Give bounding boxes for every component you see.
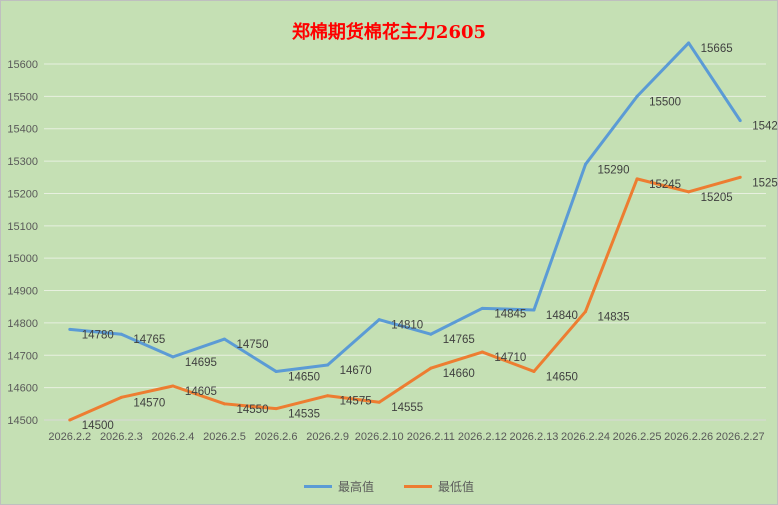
legend-swatch bbox=[404, 485, 432, 488]
x-tick-label: 2026.2.27 bbox=[716, 431, 765, 443]
data-point bbox=[119, 395, 123, 399]
data-point bbox=[480, 350, 484, 354]
y-tick-label: 15400 bbox=[7, 124, 38, 136]
data-point bbox=[687, 190, 691, 194]
data-label: 15250 bbox=[752, 177, 778, 189]
data-point bbox=[687, 41, 691, 45]
y-tick-label: 15600 bbox=[7, 59, 38, 71]
legend-label: 最高值 bbox=[337, 480, 374, 494]
data-point bbox=[326, 363, 330, 367]
data-label: 14780 bbox=[82, 329, 114, 341]
data-label: 15500 bbox=[649, 96, 681, 108]
data-point bbox=[171, 355, 175, 359]
data-label: 14840 bbox=[546, 310, 578, 322]
data-point bbox=[738, 175, 742, 179]
data-label: 14845 bbox=[494, 308, 526, 320]
x-tick-label: 2026.2.3 bbox=[100, 431, 143, 443]
data-label: 14835 bbox=[598, 312, 630, 324]
data-point bbox=[635, 177, 639, 181]
data-label: 14765 bbox=[133, 334, 165, 346]
legend-item: 最高值 bbox=[303, 478, 374, 495]
data-point bbox=[480, 306, 484, 310]
x-tick-label: 2026.2.4 bbox=[152, 431, 195, 443]
y-tick-label: 15200 bbox=[7, 188, 38, 200]
data-label: 14535 bbox=[288, 409, 320, 421]
x-tick-label: 2026.2.6 bbox=[255, 431, 298, 443]
y-tick-label: 14700 bbox=[7, 350, 38, 362]
data-label: 14570 bbox=[133, 397, 165, 409]
data-point bbox=[119, 332, 123, 336]
y-tick-label: 14900 bbox=[7, 286, 38, 298]
y-tick-label: 14500 bbox=[7, 415, 38, 427]
data-label: 14810 bbox=[391, 320, 423, 332]
data-label: 15290 bbox=[598, 164, 630, 176]
data-point bbox=[584, 162, 587, 166]
y-tick-label: 15500 bbox=[7, 91, 38, 103]
x-tick-label: 2026.2.26 bbox=[664, 431, 713, 443]
data-label: 14670 bbox=[340, 365, 372, 377]
data-point bbox=[377, 400, 381, 404]
data-label: 14575 bbox=[340, 396, 372, 408]
data-point bbox=[532, 308, 536, 312]
data-label: 14555 bbox=[391, 402, 423, 414]
y-tick-label: 15300 bbox=[7, 156, 38, 168]
data-label: 15245 bbox=[649, 179, 681, 191]
data-point bbox=[738, 119, 742, 123]
data-label: 14550 bbox=[237, 404, 269, 416]
data-label: 14710 bbox=[494, 352, 526, 364]
data-label: 14605 bbox=[185, 386, 217, 398]
data-point bbox=[68, 418, 72, 422]
legend-swatch bbox=[303, 485, 332, 488]
y-tick-label: 14600 bbox=[7, 383, 38, 395]
x-tick-label: 2026.2.9 bbox=[306, 431, 349, 443]
x-tick-label: 2026.2.13 bbox=[509, 431, 558, 443]
data-point bbox=[584, 310, 587, 314]
legend-item: 最低值 bbox=[404, 478, 474, 495]
data-label: 14500 bbox=[82, 420, 114, 432]
data-point bbox=[223, 402, 226, 406]
x-tick-label: 2026.2.25 bbox=[613, 431, 662, 443]
data-point bbox=[429, 332, 433, 336]
data-label: 14650 bbox=[288, 371, 320, 383]
data-label: 14750 bbox=[237, 339, 269, 351]
data-point bbox=[274, 407, 278, 411]
x-tick-label: 2026.2.10 bbox=[355, 431, 404, 443]
series-line-low bbox=[69, 175, 741, 422]
x-tick-label: 2026.2.5 bbox=[203, 431, 246, 443]
data-label: 15665 bbox=[701, 43, 733, 55]
chart-title: 郑棉期货棉花主力2605 bbox=[291, 22, 487, 43]
data-label: 15425 bbox=[752, 121, 778, 133]
data-point bbox=[429, 366, 433, 370]
x-tick-label: 2026.2.24 bbox=[561, 431, 610, 443]
x-tick-label: 2026.2.12 bbox=[458, 431, 507, 443]
data-point bbox=[171, 384, 175, 388]
y-tick-label: 15000 bbox=[7, 253, 38, 265]
data-label: 14765 bbox=[443, 334, 475, 346]
y-tick-label: 14800 bbox=[7, 318, 38, 330]
data-point bbox=[532, 369, 536, 373]
data-label: 15205 bbox=[701, 192, 733, 204]
data-point bbox=[377, 318, 381, 322]
x-tick-label: 2026.2.2 bbox=[48, 431, 91, 443]
y-tick-label: 15100 bbox=[7, 221, 38, 233]
data-point bbox=[326, 394, 330, 398]
data-label: 14650 bbox=[546, 371, 578, 383]
x-tick-label: 2026.2.11 bbox=[407, 431, 455, 443]
data-point bbox=[635, 94, 639, 98]
legend-label: 最低值 bbox=[438, 480, 475, 494]
series-line-high bbox=[69, 41, 742, 373]
data-label: 14660 bbox=[443, 368, 475, 380]
data-point bbox=[274, 369, 278, 373]
data-point bbox=[68, 327, 72, 331]
chart-legend: 最高值 最低值 bbox=[0, 478, 778, 495]
data-label: 14695 bbox=[185, 357, 217, 369]
data-point bbox=[223, 337, 226, 341]
